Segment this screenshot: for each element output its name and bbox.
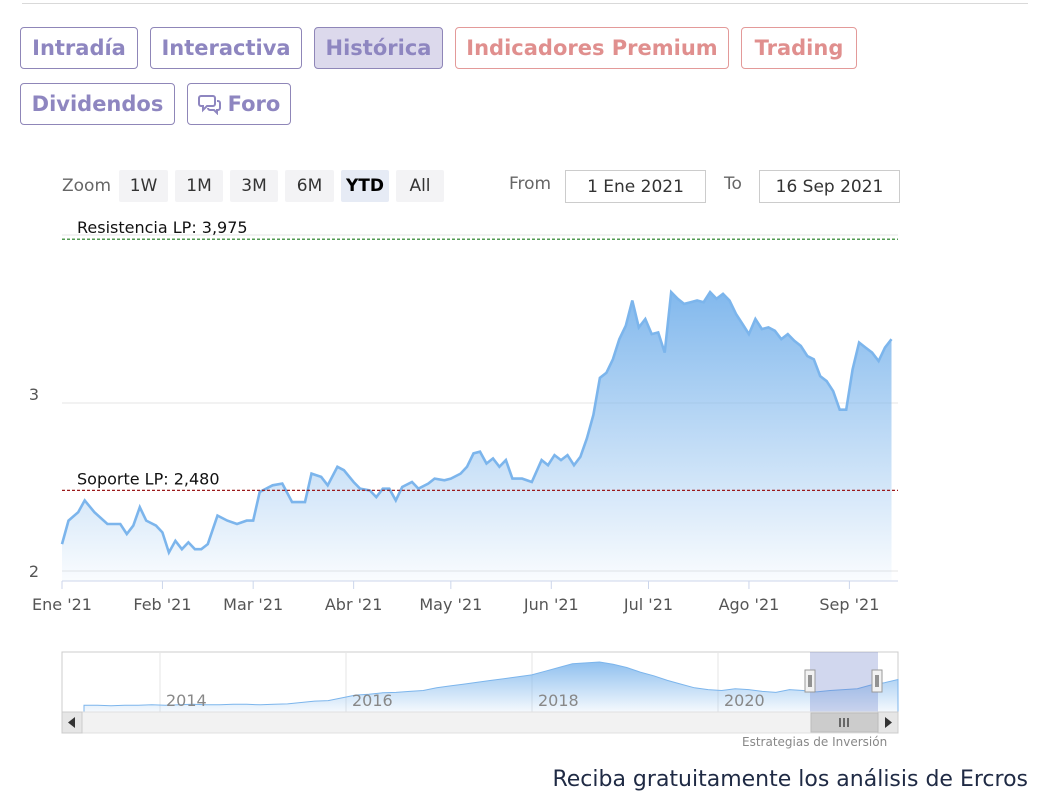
footer-cta-text[interactable]: Reciba gratuitamente los análisis de Erc… — [552, 767, 1028, 792]
plot-line-label: Resistencia LP: 3,975 — [77, 218, 248, 237]
grip-icon — [839, 718, 849, 727]
arrow-left-icon[interactable] — [61, 711, 83, 734]
price-area — [62, 292, 892, 581]
zoom-label: Zoom — [62, 176, 112, 196]
navigator-grid — [159, 652, 719, 712]
range-to-input[interactable] — [759, 170, 900, 203]
tab-dividendos[interactable]: Dividendos — [20, 83, 175, 125]
x-tick-label: Abr '21 — [325, 595, 383, 614]
price-line — [60, 289, 893, 556]
x-tick-label: Sep '21 — [819, 595, 879, 614]
x-tick-label: Feb '21 — [133, 595, 191, 614]
navigator[interactable]: 2014 2016 2018 2020 — [61, 651, 899, 713]
arrow-left-glyph — [68, 717, 75, 728]
arrow-right-icon[interactable] — [877, 711, 899, 734]
x-axis-ticks: Ene '21 Feb '21 Mar '21 Abr '21 May '21 Jun '… — [32, 581, 879, 614]
zoom-all-button[interactable]: All — [396, 170, 444, 202]
navigator-series — [83, 661, 899, 713]
navigator-year-label: 2014 — [166, 691, 207, 710]
x-tick-label: Jun '21 — [523, 595, 579, 614]
navigator-frame — [61, 651, 899, 713]
range-to-label: To — [724, 174, 742, 194]
tab-label: Intradía — [32, 36, 126, 60]
zoom-1m-button[interactable]: 1M — [175, 170, 223, 202]
grid-lines — [62, 234, 898, 572]
top-divider — [22, 3, 1028, 4]
tab-trading[interactable]: Trading — [741, 27, 857, 69]
plot-lines: Resistencia LP: 3,975 Soporte LP: 2,480 — [62, 218, 898, 491]
x-tick-label: Ene '21 — [32, 595, 92, 614]
y-tick-label: 3 — [29, 385, 39, 404]
x-tick-label: May '21 — [419, 595, 482, 614]
chat-bubbles-icon — [197, 93, 222, 115]
navigator-year-labels: 2014 2016 2018 2020 — [166, 691, 765, 710]
scrollbar-thumb[interactable] — [810, 712, 879, 733]
navigator-mask[interactable] — [810, 652, 878, 712]
tab-historica[interactable]: Histórica — [314, 27, 443, 69]
tab-interactiva[interactable]: Interactiva — [150, 27, 302, 69]
scrollbar[interactable] — [61, 711, 899, 734]
plot-line-label: Soporte LP: 2,480 — [77, 469, 220, 488]
zoom-ytd-button[interactable]: YTD — [341, 170, 389, 202]
y-tick-label: 2 — [29, 562, 39, 581]
tab-label: Dividendos — [31, 92, 164, 116]
chart-credits[interactable]: Estrategias de Inversión — [742, 735, 888, 749]
zoom-3m-button[interactable]: 3M — [230, 170, 278, 202]
navigator-year-label: 2016 — [352, 691, 393, 710]
arrow-right-glyph — [885, 717, 892, 728]
tab-foro[interactable]: Foro — [187, 83, 291, 125]
range-from-label: From — [509, 174, 552, 194]
zoom-6m-button[interactable]: 6M — [285, 170, 334, 202]
navigator-handle-right[interactable] — [871, 669, 883, 693]
tab-intradia[interactable]: Intradía — [20, 27, 138, 69]
tab-label: Trading — [754, 36, 844, 60]
scrollbar-track[interactable] — [61, 711, 899, 734]
zoom-1w-button[interactable]: 1W — [119, 170, 168, 202]
x-tick-label: Ago '21 — [719, 595, 780, 614]
y-axis-ticks: 23 — [29, 385, 39, 581]
x-tick-label: Jul '21 — [623, 595, 673, 614]
range-from-input[interactable] — [565, 170, 706, 203]
tab-label: Interactiva — [161, 36, 291, 60]
tab-label: Indicadores Premium — [466, 36, 718, 60]
x-tick-label: Mar '21 — [223, 595, 283, 614]
tab-indicadores-premium[interactable]: Indicadores Premium — [455, 27, 729, 69]
navigator-year-label: 2020 — [724, 691, 765, 710]
tab-label: Histórica — [325, 36, 432, 60]
tab-label: Foro — [227, 92, 281, 116]
navigator-year-label: 2018 — [538, 691, 579, 710]
navigator-handle-left[interactable] — [804, 669, 816, 693]
